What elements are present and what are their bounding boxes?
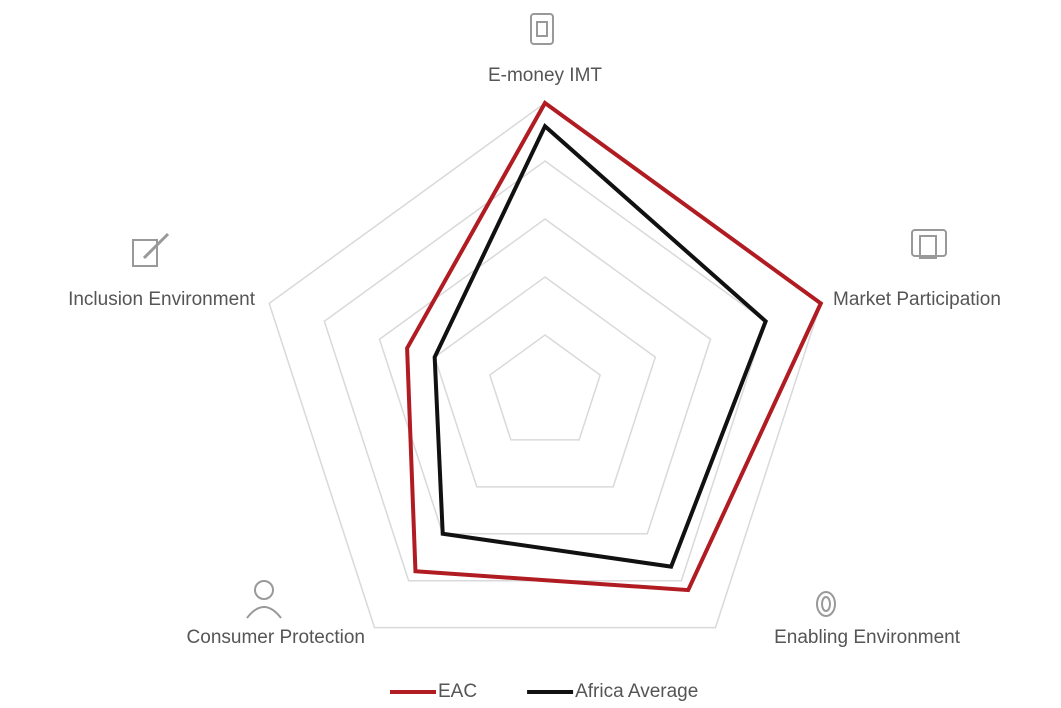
- series-outline: [405, 100, 824, 593]
- axis-label: Market Participation: [833, 289, 1001, 310]
- grid-ring: [433, 276, 657, 488]
- phone-icon: [536, 21, 548, 37]
- fingerprint-icon: [816, 591, 836, 617]
- person-icon: [246, 606, 282, 619]
- legend-label: EAC: [438, 681, 477, 702]
- person-icon: [254, 580, 274, 600]
- series-outline: [432, 122, 769, 569]
- axis-label: Inclusion Environment: [68, 289, 256, 310]
- icons: [132, 13, 947, 619]
- atm-icon: [911, 229, 947, 257]
- phone-icon: [530, 13, 554, 45]
- edit-icon: [132, 239, 158, 267]
- grid-ring: [378, 218, 712, 535]
- edit-icon: [142, 232, 170, 260]
- axis-label: Enabling Environment: [774, 627, 961, 648]
- axis-label: E-money IMT: [488, 65, 602, 86]
- axis-label: Consumer Protection: [187, 627, 365, 648]
- fingerprint-icon: [821, 596, 831, 612]
- atm-icon: [919, 235, 937, 259]
- legend-label: Africa Average: [575, 681, 698, 702]
- grid-ring: [488, 334, 602, 441]
